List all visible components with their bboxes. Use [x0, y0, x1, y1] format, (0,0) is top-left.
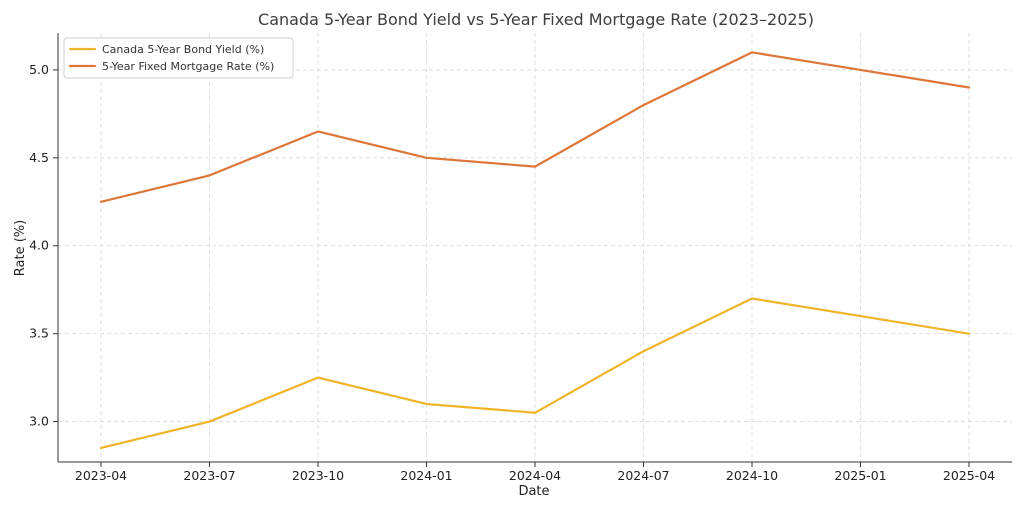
legend-box	[63, 37, 294, 79]
y-tick-label: 4.0	[29, 238, 49, 253]
legend-label: 5-Year Fixed Mortgage Rate (%)	[102, 60, 274, 73]
x-tick-label: 2024-07	[617, 468, 669, 483]
grid-layer	[58, 33, 1012, 462]
chart-title: Canada 5-Year Bond Yield vs 5-Year Fixed…	[258, 10, 814, 29]
x-tick-label: 2024-04	[509, 468, 561, 483]
series-layer	[99, 51, 971, 450]
y-tick-label: 3.5	[29, 326, 49, 341]
y-tick-label: 5.0	[29, 62, 49, 77]
y-axis-label: Rate (%)	[13, 220, 28, 276]
x-tick-label: 2024-01	[400, 468, 452, 483]
y-tick-label: 4.5	[29, 150, 49, 165]
x-tick-label: 2023-04	[75, 468, 127, 483]
legend-label: Canada 5-Year Bond Yield (%)	[102, 43, 264, 56]
x-tick-label: 2023-10	[292, 468, 344, 483]
x-tick-label: 2025-04	[943, 468, 995, 483]
x-axis-label: Date	[518, 484, 549, 499]
x-tick-label: 2023-07	[183, 468, 235, 483]
axis-layer: 2023-04 2023-07 2023-10 2024-01 2024-04 2024-…	[29, 33, 1012, 483]
x-tick-label: 2025-01	[834, 468, 886, 483]
legend: Canada 5-Year Bond Yield (%) 5-Year Fixed…	[63, 37, 294, 79]
x-tick-label: 2024-10	[726, 468, 778, 483]
y-tick-label: 3.0	[29, 414, 49, 429]
